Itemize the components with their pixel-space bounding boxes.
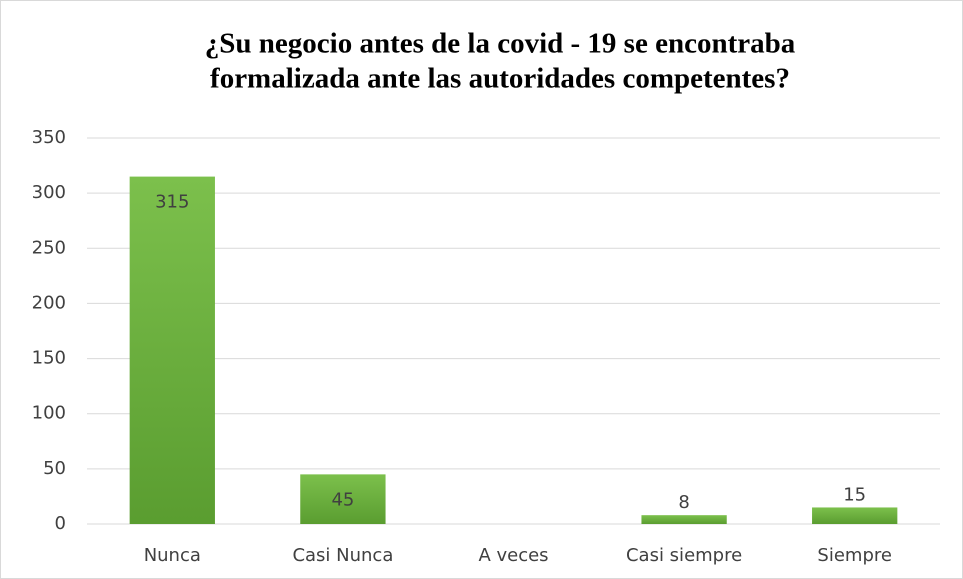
- y-tick-label: 0: [55, 513, 66, 534]
- x-tick-label: A veces: [478, 545, 548, 566]
- x-tick-label: Nunca: [144, 545, 201, 566]
- y-tick-label: 350: [32, 127, 66, 148]
- x-tick-label: Casi Nunca: [292, 545, 393, 566]
- data-label: 45: [331, 489, 354, 510]
- y-tick-label: 300: [32, 182, 66, 203]
- x-tick-label: Siempre: [817, 545, 892, 566]
- bar: [641, 515, 727, 524]
- data-label: 315: [155, 192, 189, 213]
- y-tick-label: 200: [32, 292, 66, 313]
- y-tick-label: 150: [32, 348, 66, 369]
- x-tick-label: Casi siempre: [626, 545, 742, 566]
- bar: [300, 474, 386, 524]
- data-label: 8: [678, 492, 689, 513]
- chart-title: formalizada ante las autoridades compete…: [210, 63, 790, 95]
- bar: [129, 176, 215, 524]
- y-tick-label: 100: [32, 403, 66, 424]
- chart-title: ¿Su negocio antes de la covid - 19 se en…: [205, 28, 796, 60]
- y-tick-label: 250: [32, 237, 66, 258]
- y-tick-label: 50: [43, 458, 66, 479]
- data-label: 15: [843, 484, 866, 505]
- bar: [812, 507, 898, 524]
